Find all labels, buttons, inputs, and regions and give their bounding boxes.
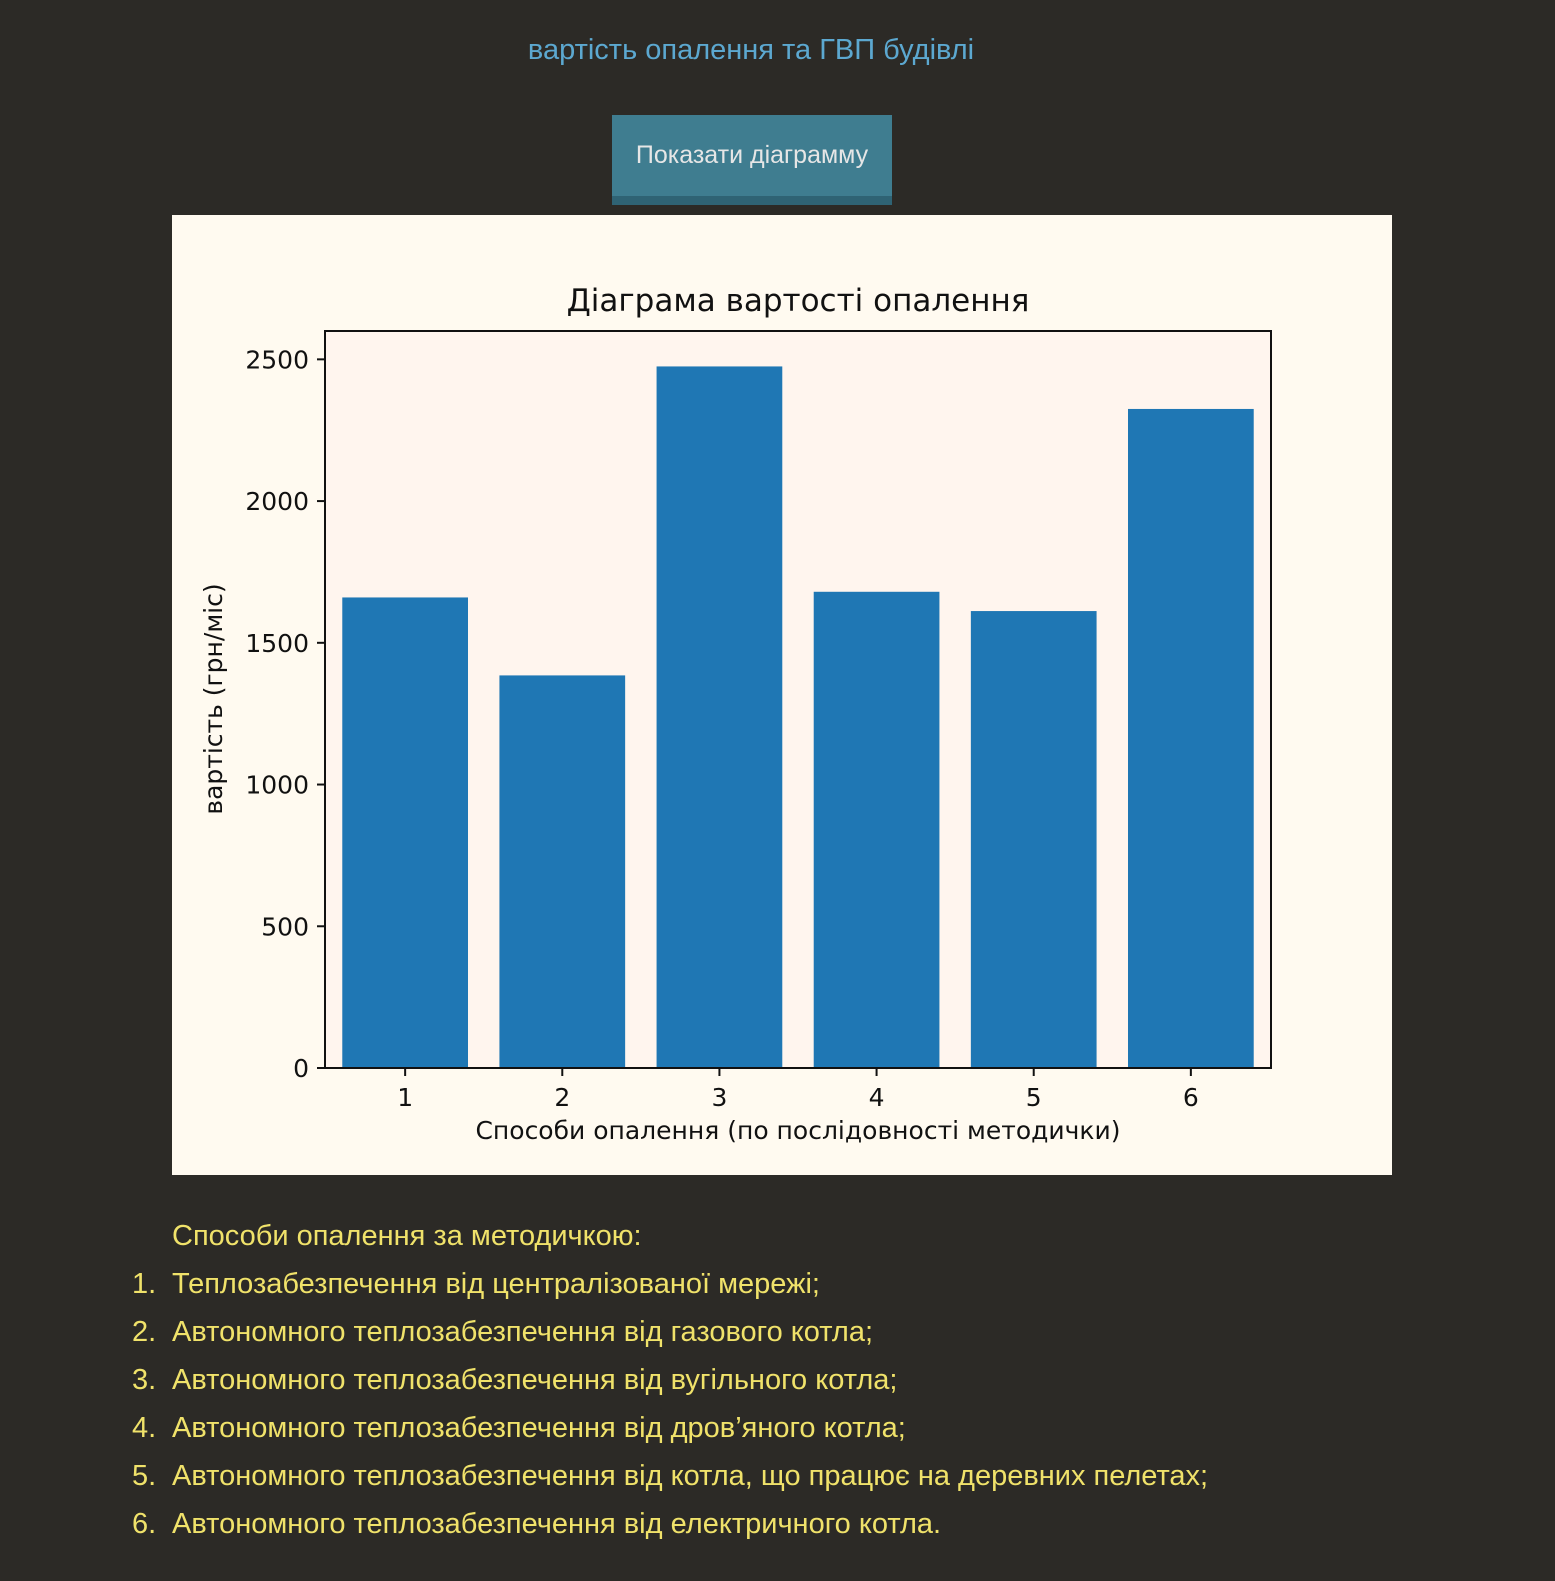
x-tick-label: 2 <box>554 1083 570 1112</box>
method-number: 4. <box>132 1412 157 1444</box>
y-tick-label: 0 <box>293 1054 309 1083</box>
method-text: Автономного теплозабезпечення від електр… <box>172 1508 942 1540</box>
method-text: Автономного теплозабезпечення від котла,… <box>172 1460 1209 1492</box>
methods-heading: Способи опалення за методичкою: <box>172 1220 642 1252</box>
method-item: 6. Автономного теплозабезпечення від елек… <box>132 1508 1208 1556</box>
y-tick-label: 2500 <box>245 345 309 374</box>
x-tick-label: 1 <box>397 1083 413 1112</box>
method-number: 5. <box>132 1460 157 1492</box>
bar-6 <box>1128 408 1254 1068</box>
bar-3 <box>656 366 783 1068</box>
method-item: 3. Автономного теплозабезпечення від вугі… <box>132 1364 1208 1412</box>
chart-panel: 0 500 1000 1500 2000 2500 1 2 3 4 5 6 Діаграма вар… <box>172 215 1392 1175</box>
x-tick-label: 6 <box>1183 1083 1199 1112</box>
bar-5 <box>970 611 1097 1068</box>
method-item: 5. Автономного теплозабезпечення від котл… <box>132 1460 1208 1508</box>
plot-frame <box>324 330 1272 1069</box>
y-tick-label: 1000 <box>245 771 309 800</box>
bar-1 <box>342 597 468 1068</box>
y-tick-label: 1500 <box>245 629 309 658</box>
y-axis-label: вартість (грн/міс) <box>199 583 228 814</box>
x-tick-label: 5 <box>1026 1083 1042 1112</box>
x-tick-label: 4 <box>869 1083 885 1112</box>
bar-2 <box>499 675 626 1068</box>
method-text: Автономного теплозабезпечення від вугіль… <box>172 1364 898 1396</box>
plot-area <box>325 331 1271 1068</box>
method-number: 6. <box>132 1508 157 1540</box>
bar-4 <box>813 591 940 1068</box>
method-text: Автономного теплозабезпечення від газово… <box>172 1316 874 1348</box>
method-number: 2. <box>132 1316 157 1348</box>
method-number: 1. <box>132 1268 157 1300</box>
method-number: 3. <box>132 1364 157 1396</box>
x-axis-label: Способи опалення (по послідовності метод… <box>475 1116 1120 1145</box>
y-tick-label: 2000 <box>245 487 309 516</box>
bar-chart: 0 500 1000 1500 2000 2500 1 2 3 4 5 6 Діаграма вар… <box>199 283 1272 1145</box>
methods-list: 1. Теплозабезпечення від централізованої … <box>132 1268 1208 1556</box>
method-item: 4. Автономного теплозабезпечення від дров… <box>132 1412 1208 1460</box>
method-text: Автономного теплозабезпечення від дров’я… <box>172 1412 906 1444</box>
chart-title: Діаграма вартості опалення <box>567 283 1030 319</box>
show-chart-button[interactable]: Показати діаграмму <box>612 115 892 205</box>
y-tick-label: 500 <box>261 912 309 941</box>
method-item: 2. Автономного теплозабезпечення від газо… <box>132 1316 1208 1364</box>
x-tick-label: 3 <box>711 1083 727 1112</box>
method-item: 1. Теплозабезпечення від централізованої … <box>132 1268 1208 1316</box>
method-text: Теплозабезпечення від централізованої ме… <box>172 1268 820 1300</box>
page-title: вартість опалення та ГВП будівлі <box>527 34 975 66</box>
